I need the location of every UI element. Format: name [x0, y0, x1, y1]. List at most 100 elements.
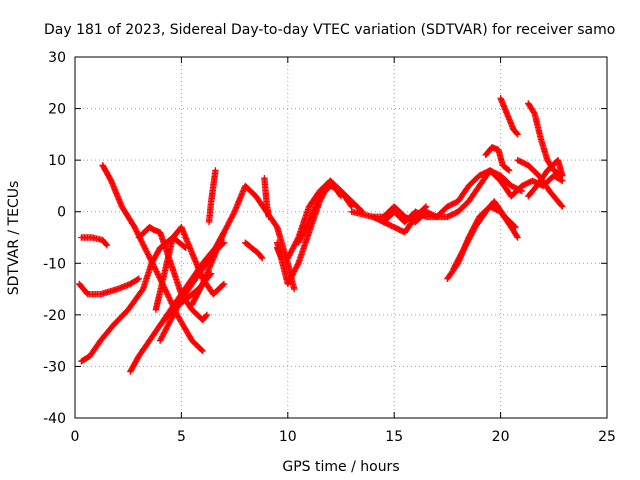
data-point [149, 261, 157, 268]
x-tick-label: 15 [385, 429, 403, 445]
series-track-j [188, 182, 298, 308]
y-tick-label: 20 [48, 102, 66, 118]
data-point [305, 220, 312, 227]
data-point [143, 248, 150, 255]
y-tick-label: -20 [43, 308, 66, 324]
series-track-t [380, 203, 430, 236]
data-point [132, 225, 139, 232]
series-track-x [497, 95, 521, 138]
series-track-k [205, 167, 219, 226]
data-point [149, 259, 156, 267]
data-point [290, 285, 298, 293]
data-point [202, 312, 210, 320]
data-point [220, 280, 228, 288]
series-track-s [369, 167, 566, 226]
data-point [422, 203, 430, 210]
data-point [146, 254, 153, 261]
data-point [513, 233, 521, 240]
y-axis-label: SDTVAR / TECUs [6, 181, 22, 296]
data-point [151, 265, 159, 272]
y-tick-label: 10 [48, 153, 66, 169]
x-tick-label: 5 [177, 429, 186, 445]
series-track-w [482, 144, 513, 174]
data-point [199, 347, 206, 355]
data-point [134, 229, 141, 237]
data-point [163, 288, 170, 295]
data-point [138, 287, 146, 294]
data-point [219, 281, 227, 289]
data-point [212, 167, 219, 174]
series-track-aa [525, 156, 566, 200]
data-point [152, 266, 160, 274]
data-point [103, 242, 111, 249]
data-point [198, 282, 206, 289]
data-point [558, 202, 565, 209]
data-point [514, 131, 521, 138]
x-tick-label: 10 [279, 429, 297, 445]
data-point [139, 239, 146, 247]
data-point [142, 246, 150, 254]
data-point [147, 256, 155, 264]
data-point [154, 271, 162, 278]
data-point [559, 203, 566, 210]
data-point [167, 297, 174, 304]
data-point [138, 238, 145, 245]
series-track-i [152, 223, 228, 313]
data-point [102, 241, 110, 248]
series-track-v [450, 198, 519, 272]
data-point [512, 223, 519, 231]
axis-ticks [74, 56, 608, 419]
data-point [132, 226, 140, 234]
series-track-c [78, 234, 189, 365]
data-point [141, 244, 148, 251]
data-point [163, 289, 171, 297]
data-point [135, 275, 143, 282]
data-point [258, 253, 265, 261]
data-point [514, 234, 521, 241]
data-point [146, 255, 154, 262]
x-tick-label: 20 [492, 429, 510, 445]
chart-title: Day 181 of 2023, Sidereal Day-to-day VTE… [44, 22, 615, 38]
data-point [165, 294, 173, 301]
data-point [156, 274, 163, 281]
y-tick-label: -10 [43, 256, 66, 272]
data-point [559, 172, 566, 179]
data-point [140, 242, 148, 250]
data-point [134, 276, 141, 283]
x-tick-label: 0 [71, 429, 80, 445]
x-tick-label: 25 [598, 429, 616, 445]
data-point [505, 167, 513, 174]
data-point [513, 130, 520, 137]
data-point [153, 268, 160, 275]
data-point [166, 295, 173, 303]
y-tick-label: 30 [48, 50, 66, 66]
data-point [142, 245, 149, 252]
data-point [145, 252, 152, 260]
y-tick-label: 0 [57, 205, 66, 221]
data-point [151, 264, 158, 271]
data-point [421, 204, 429, 211]
data-point [273, 222, 280, 230]
series-track-b [76, 275, 143, 298]
y-tick-label: -40 [43, 411, 66, 427]
data-point [259, 254, 266, 262]
series-track-l [242, 239, 266, 262]
x-axis-label: GPS time / hours [282, 459, 399, 475]
data-point [198, 346, 205, 354]
data-point [164, 291, 171, 298]
data-point [150, 262, 157, 270]
series-track-m [261, 174, 272, 221]
y-tick-label: -30 [43, 359, 66, 375]
data-point [230, 209, 238, 217]
data-point [203, 311, 211, 319]
data-point [294, 261, 301, 268]
data-point [265, 213, 272, 221]
data-point [530, 109, 538, 116]
data-point [504, 166, 512, 173]
data-point [144, 249, 151, 257]
plot-frame [74, 56, 608, 419]
data-point [148, 258, 155, 265]
data-point [165, 292, 172, 300]
